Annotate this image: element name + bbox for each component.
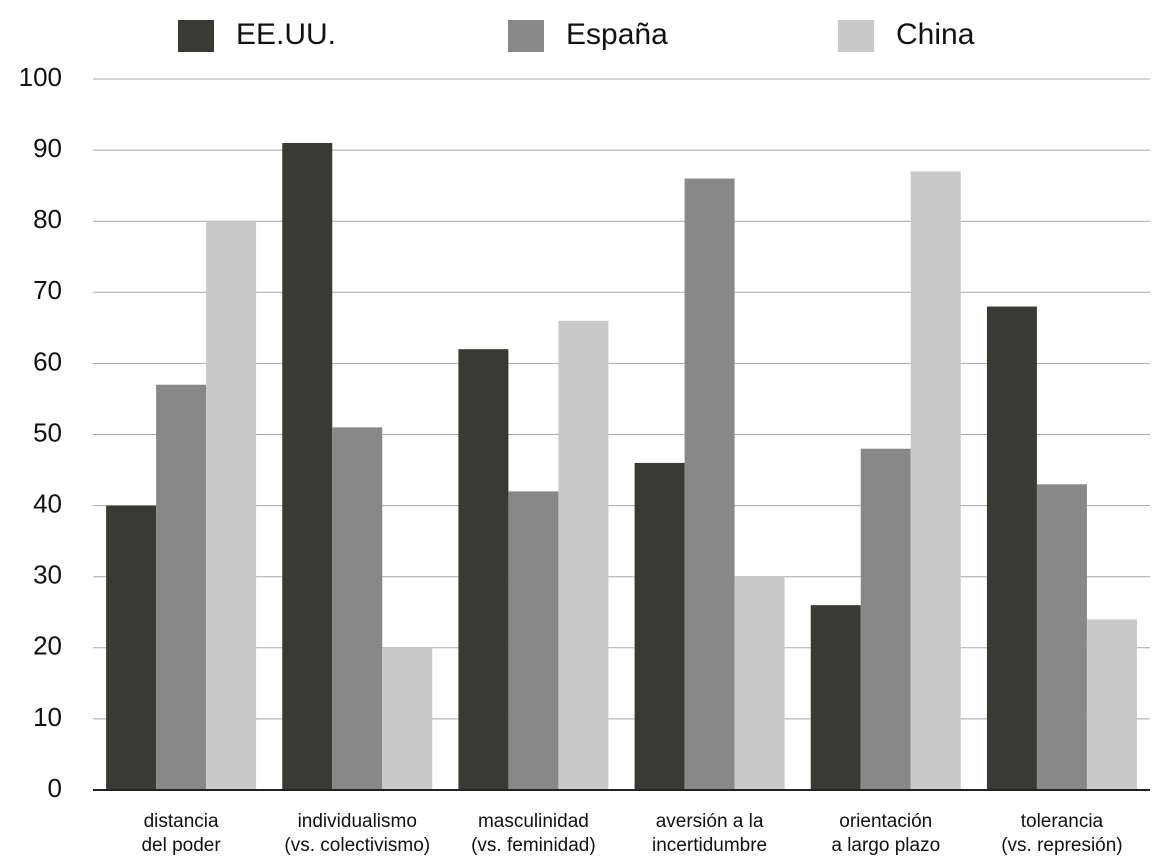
y-tick-label: 50 [33,417,62,447]
x-category-label-line: (vs. feminidad) [471,835,596,856]
x-category-label: tolerancia (vs. represión) [1001,811,1122,856]
y-tick-label: 90 [33,133,62,163]
y-tick-label: 10 [33,702,62,732]
y-tick-label: 0 [48,773,62,803]
bar [634,462,685,790]
bar [1086,619,1137,790]
y-tick-label: 30 [33,560,62,590]
x-category-label: aversión a la incertidumbre [652,811,767,856]
bar [106,505,157,790]
y-tick-label: 20 [33,631,62,661]
x-category-label-line: incertidumbre [652,835,767,856]
y-tick-label: 100 [19,62,62,92]
x-category-label-line: distancia [144,811,219,832]
legend-swatch [178,20,214,52]
y-tick-label: 70 [33,275,62,305]
y-axis-ticks: 0 10 20 30 40 50 60 70 80 90 100 [19,62,62,803]
legend: EE.UU. España China [178,18,975,52]
y-tick-label: 40 [33,488,62,518]
bars [106,142,1137,791]
bar [684,178,735,791]
bar [282,142,333,791]
legend-swatch [508,20,544,52]
bar [734,576,785,790]
x-category-label-line: del poder [141,835,221,856]
x-category-label-line: tolerancia [1021,811,1104,832]
bar [810,605,861,790]
bar [986,306,1037,790]
x-category-label: masculinidad (vs. feminidad) [471,811,596,856]
y-tick-label: 80 [33,204,62,234]
x-axis-labels: distancia del poder individualismo (vs. col… [141,811,1122,856]
y-tick-label: 60 [33,346,62,376]
bar [508,491,559,790]
gridlines [93,78,1150,720]
legend-label: EE.UU. [236,18,336,51]
x-category-label: distancia del poder [141,811,221,856]
bar [382,647,433,790]
x-category-label-line: masculinidad [478,811,589,832]
x-category-label-line: individualismo [298,811,417,832]
legend-swatch [838,20,874,52]
bar [1036,484,1087,790]
x-category-label: individualismo (vs. colectivismo) [284,811,430,856]
x-category-label-line: (vs. represión) [1001,835,1122,856]
x-category-label: orientación a largo plazo [831,811,940,856]
bar [206,221,257,790]
x-category-label-line: aversión a la [656,811,764,832]
bar [332,427,383,790]
bar [860,448,911,790]
legend-label: España [566,18,668,51]
bar [910,171,961,790]
bar [558,320,609,790]
legend-label: China [896,18,975,51]
x-category-label-line: (vs. colectivismo) [284,835,430,856]
bar [458,349,509,790]
bar [156,384,207,790]
x-category-label-line: a largo plazo [831,835,940,856]
x-category-label-line: orientación [839,811,932,832]
